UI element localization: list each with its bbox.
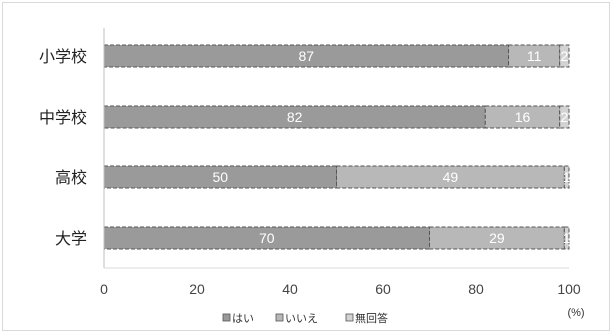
data-label-0-1: 11: [527, 48, 542, 64]
tick-label-3: 60: [375, 281, 391, 297]
category-label-1: 中学校: [39, 108, 87, 127]
tick-label-0: 0: [100, 281, 108, 297]
tick-label-5: 100: [557, 281, 581, 297]
legend: はい いいえ 無回答: [222, 311, 388, 325]
data-label-2-2: 1: [563, 169, 571, 185]
legend-label-0: はい: [232, 312, 254, 325]
tick-label-1: 20: [189, 281, 205, 297]
data-label-3-2: 1: [563, 230, 571, 246]
data-label-1-2: 2: [560, 109, 568, 125]
data-label-3-1: 29: [489, 230, 505, 246]
category-label-3: 大学: [55, 229, 87, 248]
legend-swatch-2: [345, 313, 354, 322]
tick-label-2: 40: [282, 281, 298, 297]
bar-1-2: [559, 105, 570, 129]
bars-layer: 87 11 282 16 250 49 170 29 1: [103, 44, 571, 250]
data-label-3-0: 70: [259, 230, 275, 246]
data-label-0-0: 87: [298, 48, 314, 64]
legend-swatch-1: [275, 313, 284, 322]
legend-label-2: 無回答: [355, 311, 388, 325]
data-label-2-0: 50: [212, 169, 228, 185]
data-label-1-0: 82: [287, 109, 303, 125]
data-label-0-2: 2: [560, 48, 568, 64]
bar-3-2: [563, 226, 570, 250]
x-unit-label: (%): [567, 307, 584, 319]
legend-label-1: いいえ: [285, 312, 318, 325]
tick-label-4: 80: [468, 281, 484, 297]
bar-0-2: [559, 44, 570, 68]
category-label-0: 小学校: [39, 47, 87, 66]
bar-2-1: [336, 165, 565, 189]
bar-2-2: [563, 165, 570, 189]
data-label-1-1: 16: [515, 109, 531, 125]
category-label-2: 高校: [55, 168, 87, 187]
x-axis: 0 20 40 60 80 100 (%): [100, 28, 585, 319]
legend-swatch-0: [222, 313, 231, 322]
data-label-2-1: 49: [443, 169, 459, 185]
